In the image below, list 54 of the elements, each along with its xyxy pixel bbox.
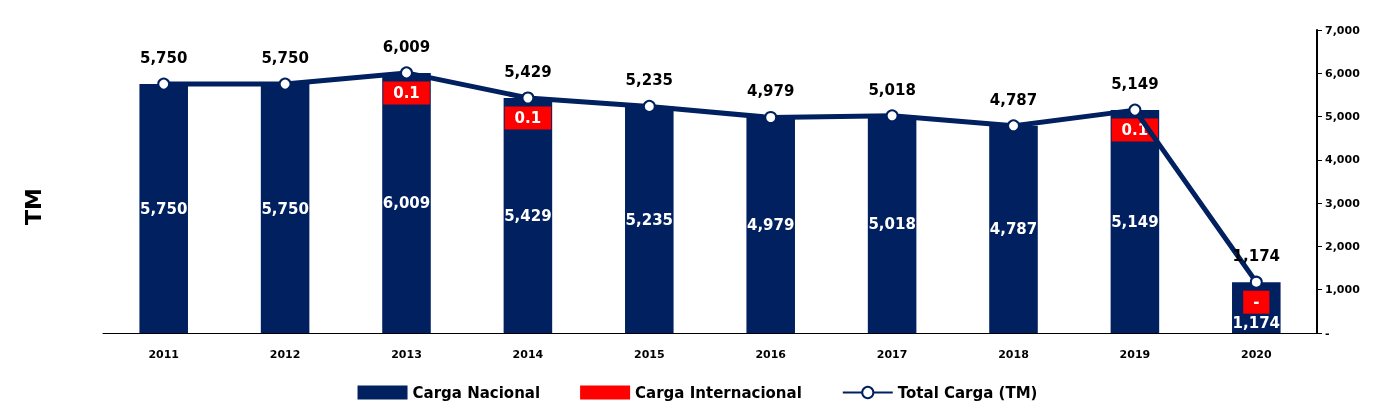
y-tick-label: 5,000 bbox=[1325, 110, 1361, 124]
x-tick-label: 2014 bbox=[512, 348, 544, 361]
data-label: 5,149 bbox=[1111, 75, 1159, 94]
data-label: 4,979 bbox=[746, 82, 795, 101]
y-tick-label: 7,000 bbox=[1325, 23, 1361, 37]
point bbox=[521, 91, 535, 105]
data-label: 4,787 bbox=[989, 220, 1038, 239]
point bbox=[278, 77, 292, 91]
y-tick-label: - bbox=[1325, 326, 1330, 340]
data-label: - bbox=[1253, 293, 1260, 312]
data-label: 6,009 bbox=[382, 37, 431, 56]
data-label: 0.1 bbox=[514, 109, 542, 127]
point bbox=[764, 110, 778, 124]
x-tick-label: 2018 bbox=[998, 348, 1029, 361]
x-tick-label: 2012 bbox=[269, 348, 301, 361]
data-label: 5,235 bbox=[625, 71, 674, 90]
point bbox=[642, 99, 656, 113]
point bbox=[157, 77, 171, 91]
x-tick-label: 2019 bbox=[1119, 348, 1151, 361]
x-tick-label: 2017 bbox=[876, 348, 908, 361]
data-label: 5,235 bbox=[625, 210, 674, 229]
y-axis-title: TM bbox=[20, 188, 46, 225]
data-label: 5,750 bbox=[261, 199, 309, 218]
data-label: 5,429 bbox=[504, 63, 552, 81]
data-label: 5,018 bbox=[868, 215, 916, 234]
x-tick-label: 2013 bbox=[391, 348, 422, 361]
data-label: 4,979 bbox=[746, 216, 795, 235]
point bbox=[400, 66, 413, 80]
point bbox=[1249, 275, 1263, 289]
x-tick-label: 2020 bbox=[1240, 348, 1272, 361]
x-tick-label: 2011 bbox=[148, 348, 180, 361]
data-label: 5,750 bbox=[139, 199, 188, 218]
point bbox=[1007, 119, 1020, 133]
point bbox=[885, 109, 899, 123]
y-tick-label: 6,000 bbox=[1325, 66, 1361, 80]
y-tick-label: 4,000 bbox=[1325, 153, 1361, 167]
legend-label: Carga Internacional bbox=[635, 383, 802, 402]
data-label: 0.1 bbox=[393, 83, 420, 102]
y-tick-label: 1,000 bbox=[1325, 283, 1361, 297]
data-label: 5,149 bbox=[1111, 212, 1159, 231]
data-label: 5,750 bbox=[139, 49, 188, 68]
point bbox=[1128, 103, 1142, 117]
y-tick-label: 3,000 bbox=[1325, 196, 1361, 210]
data-label: 5,750 bbox=[261, 49, 309, 68]
legend-label: Carga Nacional bbox=[412, 383, 541, 402]
x-tick-label: 2015 bbox=[633, 348, 665, 361]
x-tick-label: 2016 bbox=[755, 348, 787, 361]
legend-label: Total Carga (TM) bbox=[897, 383, 1038, 402]
y-tick-label: 2,000 bbox=[1325, 239, 1361, 253]
data-label: 5,429 bbox=[504, 206, 552, 225]
data-label: 5,018 bbox=[868, 80, 916, 99]
data-label: 6,009 bbox=[382, 193, 431, 212]
data-label: 4,787 bbox=[989, 90, 1038, 109]
data-label: 1,174 bbox=[1232, 313, 1281, 332]
